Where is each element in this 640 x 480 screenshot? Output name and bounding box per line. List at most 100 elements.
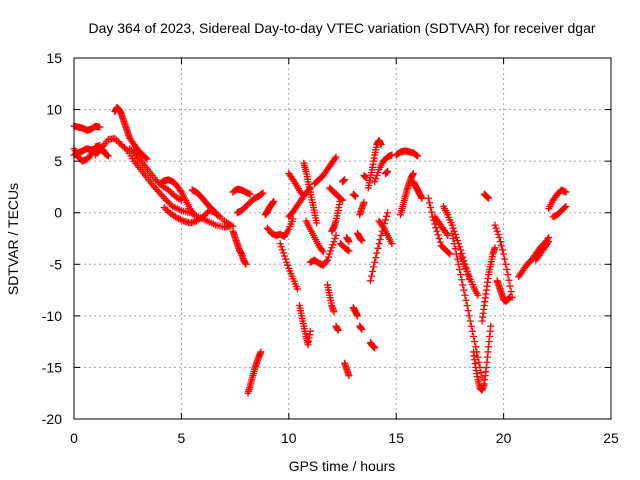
data-point — [505, 276, 513, 284]
data-point — [278, 246, 286, 254]
data-point — [494, 230, 502, 238]
data-point — [485, 194, 493, 202]
data-point — [330, 238, 338, 246]
y-tick-label: 5 — [54, 153, 62, 169]
series-arc-19 — [296, 302, 314, 349]
data-point — [117, 141, 125, 149]
x-tick-label: 20 — [496, 430, 512, 446]
series-arc-46 — [409, 178, 426, 202]
data-point — [374, 168, 382, 176]
data-point — [376, 236, 384, 244]
data-point — [284, 261, 292, 269]
series-arc-23 — [311, 153, 340, 188]
data-point — [384, 167, 392, 175]
data-point — [242, 260, 250, 268]
series-arc-18 — [285, 170, 306, 198]
data-point — [281, 252, 289, 260]
data-point — [456, 243, 464, 251]
data-point — [372, 254, 380, 262]
data-point — [164, 198, 172, 206]
data-point — [371, 258, 379, 266]
data-point — [502, 260, 510, 268]
data-point — [142, 154, 150, 162]
data-point — [331, 235, 339, 242]
chart-title: Day 364 of 2023, Sidereal Day-to-day VTE… — [88, 20, 595, 36]
data-point — [418, 194, 426, 202]
data-point — [360, 198, 368, 206]
plot-frame — [73, 57, 612, 420]
series-arc-60 — [549, 203, 570, 221]
series-arc-26 — [328, 194, 344, 235]
data-point — [370, 263, 378, 271]
x-tick-labels: 0 5 10 15 20 25 — [70, 430, 619, 446]
data-point — [383, 212, 391, 220]
data-point — [503, 265, 511, 273]
data-point — [366, 277, 374, 285]
data-point — [127, 146, 135, 154]
data-points — [70, 104, 570, 397]
data-point — [257, 348, 265, 356]
data-point — [561, 204, 569, 212]
data-point — [381, 216, 389, 224]
series-arc-39 — [366, 339, 379, 352]
data-point — [477, 369, 485, 377]
series-arc-09 — [188, 186, 222, 220]
data-point — [166, 199, 174, 207]
series-arc-54 — [480, 190, 493, 202]
y-tick-label: 15 — [46, 50, 62, 66]
data-point — [465, 312, 473, 320]
y-tick-label: -20 — [42, 411, 62, 427]
data-point — [176, 195, 184, 203]
data-point — [323, 256, 331, 264]
data-point — [562, 203, 570, 211]
data-point — [464, 307, 472, 315]
series-arc-43 — [381, 167, 392, 178]
data-point — [413, 151, 421, 159]
x-tick-label: 0 — [70, 430, 78, 446]
data-point — [293, 285, 301, 293]
data-point — [112, 136, 120, 144]
series-arc-16 — [276, 240, 301, 293]
data-point — [345, 372, 353, 380]
data-point — [176, 187, 184, 195]
data-point — [189, 209, 197, 217]
data-point — [427, 204, 435, 212]
data-point — [500, 250, 508, 258]
data-point — [491, 221, 499, 229]
x-tick-label: 15 — [388, 430, 404, 446]
data-point — [103, 151, 111, 159]
data-point — [451, 245, 459, 253]
data-point — [104, 152, 112, 160]
data-point — [492, 224, 500, 232]
series-arc-28 — [336, 240, 353, 255]
y-tick-label: 10 — [46, 102, 62, 118]
y-tick-label: -10 — [42, 308, 62, 324]
data-point — [313, 219, 321, 227]
data-point — [111, 134, 119, 142]
data-point — [461, 291, 469, 299]
series-arc-44 — [392, 147, 422, 160]
data-point — [384, 209, 392, 217]
series-arc-04 — [91, 134, 235, 231]
tick-marks — [73, 57, 612, 420]
data-point — [116, 139, 124, 147]
data-point — [493, 227, 501, 235]
data-point — [452, 250, 460, 258]
data-point — [329, 241, 337, 249]
data-point — [369, 268, 377, 276]
data-point — [279, 249, 287, 257]
data-point — [162, 196, 170, 204]
series-arc-27 — [332, 322, 342, 334]
data-point — [466, 317, 474, 325]
series-arc-51 — [457, 252, 482, 299]
data-point — [175, 215, 183, 223]
data-point — [545, 238, 553, 246]
data-point — [497, 242, 505, 250]
data-point — [270, 197, 278, 205]
data-point — [506, 293, 514, 301]
series-arc-20 — [300, 159, 321, 227]
series-arc-14 — [261, 197, 278, 219]
data-point — [176, 215, 184, 223]
data-point — [501, 255, 509, 263]
